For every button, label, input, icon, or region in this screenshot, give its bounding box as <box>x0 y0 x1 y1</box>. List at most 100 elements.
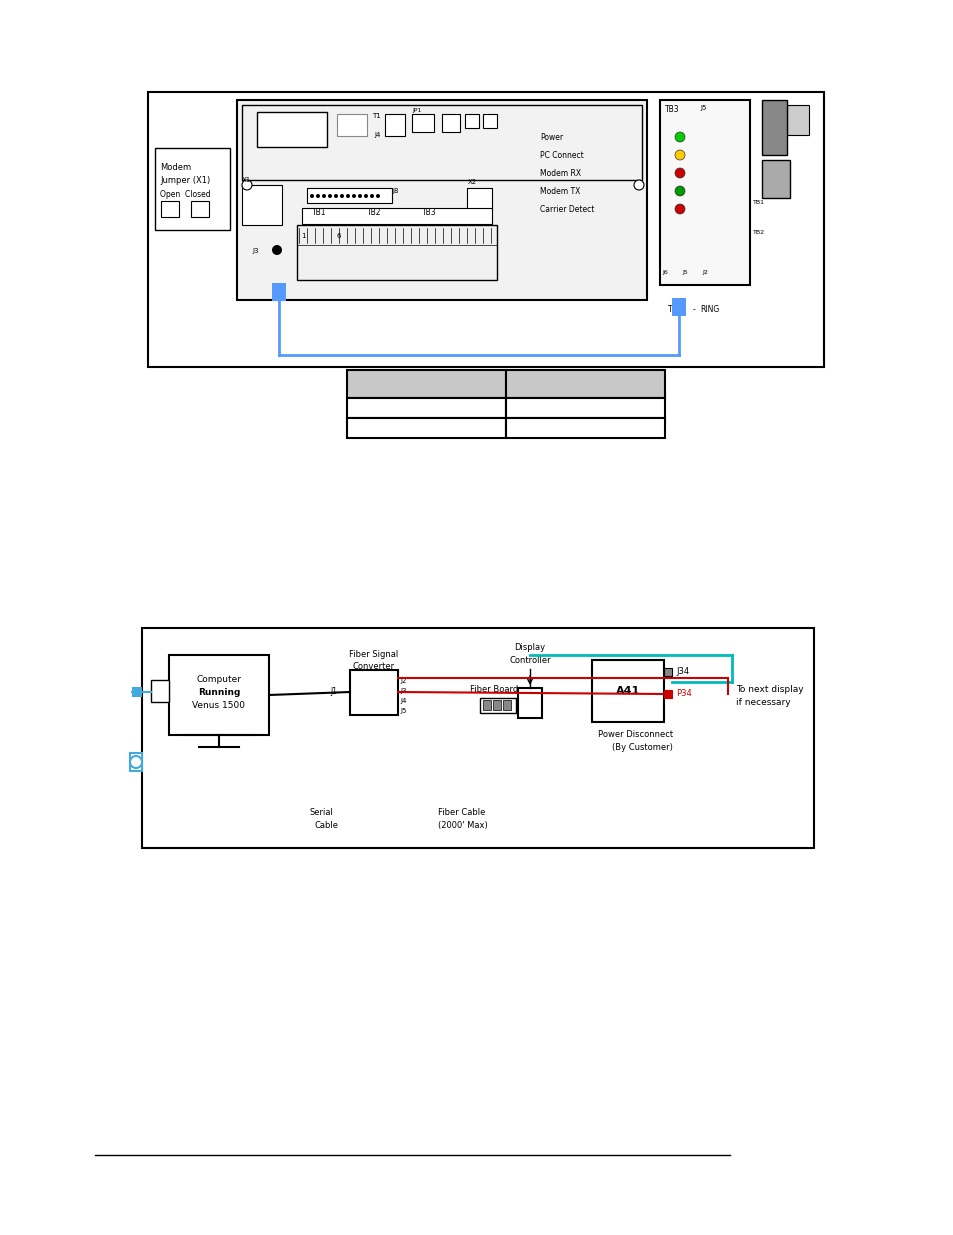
Bar <box>761 161 789 198</box>
Bar <box>148 91 823 367</box>
Circle shape <box>675 168 684 178</box>
Bar <box>517 688 541 718</box>
Text: Open  Closed: Open Closed <box>160 190 211 199</box>
Text: Carrier Detect: Carrier Detect <box>539 205 594 214</box>
Text: JP1: JP1 <box>412 107 421 112</box>
Bar <box>663 690 671 698</box>
Text: TB2: TB2 <box>752 230 764 235</box>
Bar <box>663 668 671 676</box>
Text: 1: 1 <box>301 233 305 240</box>
Text: J1: J1 <box>330 688 336 697</box>
Circle shape <box>346 194 350 198</box>
Bar <box>412 114 434 132</box>
Circle shape <box>357 194 361 198</box>
Text: RING: RING <box>700 305 719 314</box>
Text: J6: J6 <box>661 270 667 275</box>
Bar <box>671 298 685 316</box>
Circle shape <box>328 194 332 198</box>
Bar <box>502 700 511 710</box>
Text: P34: P34 <box>676 689 691 699</box>
Text: Power: Power <box>539 132 562 142</box>
Bar <box>142 629 813 848</box>
Text: J4: J4 <box>399 698 406 704</box>
Bar <box>786 105 808 135</box>
Bar <box>296 225 497 280</box>
Bar <box>505 370 664 398</box>
Text: J8: J8 <box>392 188 398 194</box>
Bar <box>302 207 492 224</box>
Bar <box>154 148 230 230</box>
Circle shape <box>675 186 684 196</box>
Text: 6: 6 <box>336 233 341 240</box>
Text: Converter: Converter <box>353 662 395 671</box>
Bar <box>347 398 505 417</box>
Bar <box>350 671 397 715</box>
Text: TB2: TB2 <box>367 207 381 217</box>
Text: TB3: TB3 <box>664 105 679 114</box>
Bar <box>169 655 269 735</box>
Bar <box>272 283 286 301</box>
Circle shape <box>242 180 252 190</box>
Circle shape <box>634 180 643 190</box>
Circle shape <box>675 204 684 214</box>
Bar <box>761 100 786 156</box>
Bar <box>151 680 169 701</box>
Bar <box>467 188 492 210</box>
Bar <box>385 114 405 136</box>
Bar <box>336 114 367 136</box>
Bar <box>505 417 664 438</box>
Text: J5: J5 <box>681 270 687 275</box>
Text: Jumper (X1): Jumper (X1) <box>160 177 210 185</box>
Text: J5: J5 <box>700 105 705 111</box>
Text: Modem: Modem <box>160 163 191 172</box>
Circle shape <box>130 756 142 768</box>
Bar <box>347 370 505 398</box>
Text: J2: J2 <box>701 270 707 275</box>
Bar <box>130 753 142 771</box>
Bar <box>592 659 663 722</box>
Text: Cable: Cable <box>314 821 338 830</box>
Text: J3: J3 <box>399 688 406 694</box>
Circle shape <box>272 245 282 254</box>
Text: (2000' Max): (2000' Max) <box>437 821 487 830</box>
Circle shape <box>310 194 314 198</box>
Bar <box>256 112 327 147</box>
Text: Fiber Board: Fiber Board <box>470 685 517 694</box>
Text: TB3: TB3 <box>421 207 436 217</box>
Text: TIP: TIP <box>667 305 679 314</box>
Bar <box>236 100 646 300</box>
Text: Venus 1500: Venus 1500 <box>193 701 245 710</box>
Bar <box>307 188 392 203</box>
Circle shape <box>339 194 344 198</box>
Text: J4: J4 <box>374 132 380 138</box>
Bar <box>132 687 142 697</box>
Text: X2: X2 <box>468 179 476 185</box>
Bar <box>441 114 459 132</box>
Circle shape <box>352 194 355 198</box>
Bar <box>132 753 142 763</box>
Text: J2: J2 <box>399 678 406 684</box>
Text: To next display: To next display <box>735 685 802 694</box>
Text: Power Disconnect: Power Disconnect <box>598 730 673 739</box>
Text: if necessary: if necessary <box>735 698 790 706</box>
Text: Fiber Signal: Fiber Signal <box>349 650 398 659</box>
Text: -: - <box>692 305 695 314</box>
Text: Computer: Computer <box>196 676 241 684</box>
Bar <box>482 700 491 710</box>
Bar <box>659 100 749 285</box>
Circle shape <box>675 132 684 142</box>
Text: Display: Display <box>514 643 545 652</box>
Text: (By Customer): (By Customer) <box>612 743 672 752</box>
Bar <box>482 114 497 128</box>
Text: PC Connect: PC Connect <box>539 151 583 159</box>
Circle shape <box>675 149 684 161</box>
Circle shape <box>364 194 368 198</box>
Text: T1: T1 <box>372 112 380 119</box>
Text: Modem RX: Modem RX <box>539 168 580 178</box>
Text: X1: X1 <box>242 177 251 183</box>
Text: Modem TX: Modem TX <box>539 186 579 195</box>
Bar <box>242 185 282 225</box>
Text: TB1: TB1 <box>752 200 764 205</box>
Text: Controller: Controller <box>509 656 550 664</box>
Text: Serial: Serial <box>310 808 334 818</box>
